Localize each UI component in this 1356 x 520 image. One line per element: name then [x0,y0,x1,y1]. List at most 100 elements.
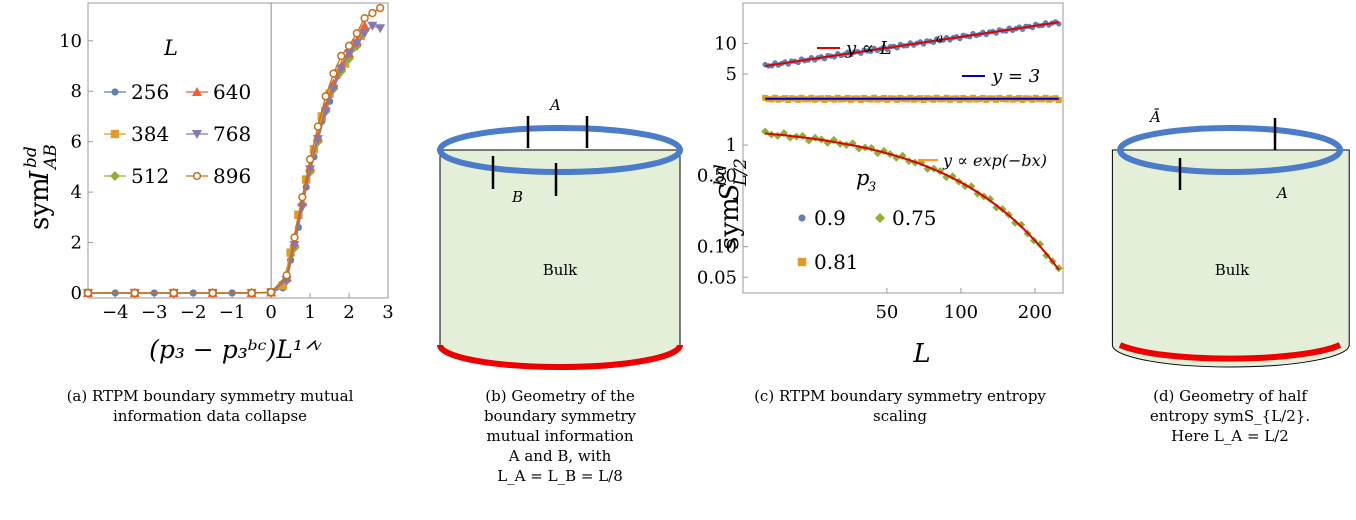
data-point-896 [329,69,338,78]
y-tick-label: 0.50 [697,166,737,187]
panel-a-xlabel: (p₃ − p₃ᵇᶜ)L¹ᐟᵛ [149,335,323,364]
legend-marker-768 [192,130,202,139]
data-point-768 [297,203,308,213]
legend-label-768: 768 [213,122,251,146]
panel-b-label-B: B [511,188,523,206]
panel-d-label-A: A [1275,184,1288,202]
panel-b-boundary-ring [437,125,683,175]
y-tick-label: 0 [71,283,82,304]
panel-a-ylabel-sup: bd [21,146,41,168]
y-tick-label: 10 [59,31,82,52]
y-tick-label: 8 [71,81,82,102]
data-point-0.81 [956,96,963,103]
data-point-896 [313,122,323,131]
data-point-0.81 [1055,96,1062,103]
data-point-896 [376,3,385,13]
x-tick-label: 50 [875,302,898,323]
panel-a-ylabel-main: sym [25,177,55,230]
data-point-896 [290,233,299,242]
data-point-768 [351,39,362,49]
data-point-768 [344,49,355,59]
panel-c-legend-title-sub: 3 [868,180,876,195]
legend-label-0.81: 0.81 [814,250,859,274]
panel-a-ylabel-sub: AB [41,144,61,171]
legend-marker-384 [110,129,120,139]
panel-c-ylabel-S: S [715,183,745,201]
caption-d-line-1: (d) Geometry of half [1153,387,1307,405]
data-point-896 [344,41,354,51]
data-point-896 [208,288,217,298]
data-point-0.81 [894,96,901,103]
panel-a-legend: L 256 640 384 768 512 896 [104,36,251,188]
data-point-0.81 [983,96,990,103]
caption-b: (b) Geometry of the boundary symmetry mu… [440,386,680,486]
data-point-0.81 [821,96,828,103]
legend-label-512: 512 [131,164,169,188]
data-point-384 [317,112,326,121]
legend-const-fit: y = 3 [991,66,1040,87]
data-point-0.81 [847,96,854,103]
data-point-768 [328,84,339,94]
data-point-0.81 [1019,96,1026,103]
data-point-768 [289,241,300,251]
data-point-384 [309,145,319,154]
legend-label-384: 384 [131,122,169,146]
x-tick-label: 3 [382,302,393,323]
panel-a-frame [87,2,389,299]
y-tick-label: 0.10 [697,237,737,258]
panel-c-ylabel-sub: L/2 [731,158,751,187]
legend-marker-640 [192,87,202,96]
data-point-896 [83,288,93,298]
data-point-768 [359,29,370,39]
panel-d-label-Abar: Ā [1148,108,1161,126]
data-point-0.81 [920,96,927,103]
data-point-384 [286,248,295,257]
data-point-896 [247,288,256,298]
caption-c-line-2: scaling [873,407,927,425]
legend-marker-0.9 [798,214,806,222]
legend-marker-896 [192,171,202,181]
panel-c-ylabel: sym S bd L/2 [711,158,751,250]
legend-label-0.75: 0.75 [892,206,937,230]
panel-a-legend-title: L [163,36,178,60]
data-point-0.81 [857,96,864,103]
legend-marker-512 [110,171,120,181]
y-tick-label: 6 [71,132,82,153]
fit-line-exp [765,132,1060,271]
data-point-0.81 [772,94,779,101]
data-point-640 [359,20,370,30]
data-point-896 [352,29,361,38]
panel-c-legend-title: p [856,166,869,190]
data-point-0.75 [1017,220,1026,229]
data-point-0.81 [884,96,891,103]
caption-d-line-2: entropy symS_{L/2}. [1149,407,1311,425]
panel-a-chart: −4 −3 −2 −1 0 1 2 3 0 2 4 6 8 10 sym I bd AB (p₃ − p₃… [21,2,394,364]
legend-power-fit-sup: a [936,31,943,45]
legend-marker-0.81 [797,257,807,267]
panel-b-bulk-cylinder [439,149,681,368]
data-point-896 [305,155,315,164]
caption-b-line-3: mutual information [486,427,634,445]
y-tick-label: 1 [726,135,737,156]
data-point-0.81 [871,94,878,101]
data-point-896 [298,192,307,202]
caption-b-line-1: (b) Geometry of the [485,387,635,405]
fit-line-power [765,21,1059,67]
x-tick-label: 2 [343,302,354,323]
data-point-0.75 [992,203,1001,212]
caption-b-line-5: L_A = L_B = L/8 [497,467,623,485]
x-tick-label: 200 [1018,302,1052,323]
data-point-0.81 [946,96,953,103]
data-point-0.81 [907,94,914,101]
y-tick-label: 0.05 [697,267,737,288]
y-tick-label: 2 [71,233,82,254]
legend-marker-0.75 [875,213,885,223]
caption-d-line-3: Here L_A = L/2 [1171,427,1289,445]
y-tick-label: 5 [726,64,737,85]
data-point-896 [266,288,276,297]
data-point-768 [305,165,316,175]
data-point-0.81 [808,94,815,101]
data-point-0.81 [970,94,977,101]
data-point-896 [360,13,369,23]
